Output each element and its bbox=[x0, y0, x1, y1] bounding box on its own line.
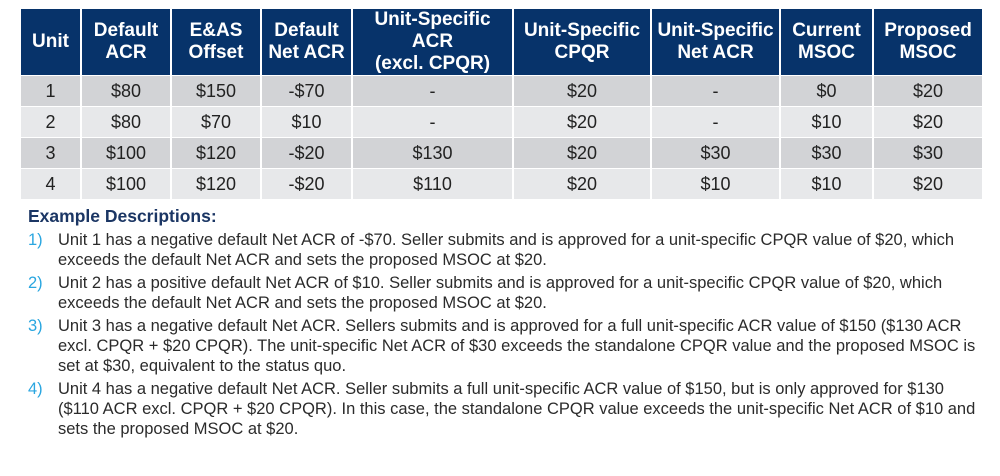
column-header: Unit-Specific ACR (excl. CPQR) bbox=[353, 9, 512, 75]
table-cell: $20 bbox=[514, 138, 650, 168]
table-cell: $70 bbox=[172, 107, 260, 137]
item-text: Unit 4 has a negative default Net ACR. S… bbox=[58, 380, 976, 438]
table-cell: - bbox=[353, 107, 512, 137]
table-cell: 3 bbox=[21, 138, 80, 168]
table-cell: $10 bbox=[781, 107, 872, 137]
table-cell: $30 bbox=[781, 138, 872, 168]
item-number: 1) bbox=[28, 231, 43, 249]
column-header-line: Default bbox=[274, 20, 339, 41]
column-header-line: MSOC bbox=[798, 42, 855, 63]
column-header-line: Net ACR bbox=[268, 42, 345, 63]
table-cell: $30 bbox=[874, 138, 982, 168]
table-cell: $10 bbox=[781, 169, 872, 199]
column-header-line: MSOC bbox=[899, 42, 957, 63]
column-header-line: Unit-Specific bbox=[523, 20, 641, 41]
column-header-line: CPQR bbox=[554, 42, 610, 63]
table-cell: 2 bbox=[21, 107, 80, 137]
table-cell: - bbox=[652, 76, 779, 106]
table-cell: $100 bbox=[82, 138, 170, 168]
column-header-line: Unit-Specific ACR bbox=[374, 9, 491, 52]
table-cell: $130 bbox=[353, 138, 512, 168]
header-row: Unit Default ACR E&AS Offset Default Net ACR Un… bbox=[21, 9, 982, 75]
table-cell: 1 bbox=[21, 76, 80, 106]
item-number: 2) bbox=[28, 274, 43, 292]
table-cell: $20 bbox=[514, 169, 650, 199]
table-cell: $20 bbox=[874, 76, 982, 106]
table-cell: $120 bbox=[172, 169, 260, 199]
column-header-line: Net ACR bbox=[677, 42, 754, 63]
descriptions-heading: Example Descriptions: bbox=[28, 206, 217, 226]
table-row: 4 $100 $120 -$20 $110 $20 $10 $10 $20 bbox=[21, 169, 982, 199]
table-cell: -$70 bbox=[262, 76, 351, 106]
description-item: 1) Unit 1 has a negative default Net ACR … bbox=[28, 230, 988, 270]
table-cell: - bbox=[353, 76, 512, 106]
column-header-line: Proposed bbox=[884, 20, 972, 41]
column-header: Unit bbox=[21, 9, 80, 75]
table-cell: -$20 bbox=[262, 169, 351, 199]
table-cell: $100 bbox=[82, 169, 170, 199]
description-item: 2) Unit 2 has a positive default Net ACR … bbox=[28, 273, 988, 313]
table-cell: 4 bbox=[21, 169, 80, 199]
column-header: Proposed MSOC bbox=[874, 9, 982, 75]
description-item: 3) Unit 3 has a negative default Net ACR.… bbox=[28, 316, 988, 376]
table-row: 3 $100 $120 -$20 $130 $20 $30 $30 $30 bbox=[21, 138, 982, 168]
column-header-line: E&AS bbox=[189, 20, 243, 41]
example-descriptions: Example Descriptions: 1) Unit 1 has a neg… bbox=[28, 206, 988, 442]
item-number: 3) bbox=[28, 317, 43, 335]
item-text: Unit 2 has a positive default Net ACR of… bbox=[58, 274, 943, 312]
table-cell: $120 bbox=[172, 138, 260, 168]
msoc-example-table: Unit Default ACR E&AS Offset Default Net ACR Un… bbox=[19, 8, 984, 200]
column-header-line: Offset bbox=[188, 42, 244, 63]
table-cell: $10 bbox=[652, 169, 779, 199]
table-cell: - bbox=[652, 107, 779, 137]
table-cell: $10 bbox=[262, 107, 351, 137]
column-header: Current MSOC bbox=[781, 9, 872, 75]
table-cell: $110 bbox=[353, 169, 512, 199]
table-cell: $80 bbox=[82, 76, 170, 106]
table-cell: $80 bbox=[82, 107, 170, 137]
description-item: 4) Unit 4 has a negative default Net ACR.… bbox=[28, 379, 988, 439]
column-header: Unit-Specific CPQR bbox=[514, 9, 650, 75]
item-text: Unit 3 has a negative default Net ACR. S… bbox=[58, 317, 976, 375]
column-header-line: Current bbox=[792, 20, 861, 41]
item-number: 4) bbox=[28, 380, 43, 398]
column-header: E&AS Offset bbox=[172, 9, 260, 75]
table-cell: $30 bbox=[652, 138, 779, 168]
column-header: Default Net ACR bbox=[262, 9, 351, 75]
table-cell: $20 bbox=[874, 107, 982, 137]
table-cell: $20 bbox=[514, 107, 650, 137]
table-cell: $0 bbox=[781, 76, 872, 106]
table-cell: $20 bbox=[874, 169, 982, 199]
table-cell: $150 bbox=[172, 76, 260, 106]
table-cell: -$20 bbox=[262, 138, 351, 168]
column-header-line: Unit-Specific bbox=[657, 20, 774, 41]
item-text: Unit 1 has a negative default Net ACR of… bbox=[58, 231, 955, 269]
table-row: 1 $80 $150 -$70- $20- $0 $20 bbox=[21, 76, 982, 106]
table-row: 2 $80 $70 $10- $20- $10 $20 bbox=[21, 107, 982, 137]
column-header: Default ACR bbox=[82, 9, 170, 75]
column-header-line: Unit bbox=[32, 31, 69, 52]
column-header-line: Default bbox=[93, 20, 159, 41]
column-header: Unit-Specific Net ACR bbox=[652, 9, 779, 75]
column-header-line: (excl. CPQR) bbox=[374, 53, 491, 74]
column-header-line: ACR bbox=[105, 42, 147, 63]
table-cell: $20 bbox=[514, 76, 650, 106]
